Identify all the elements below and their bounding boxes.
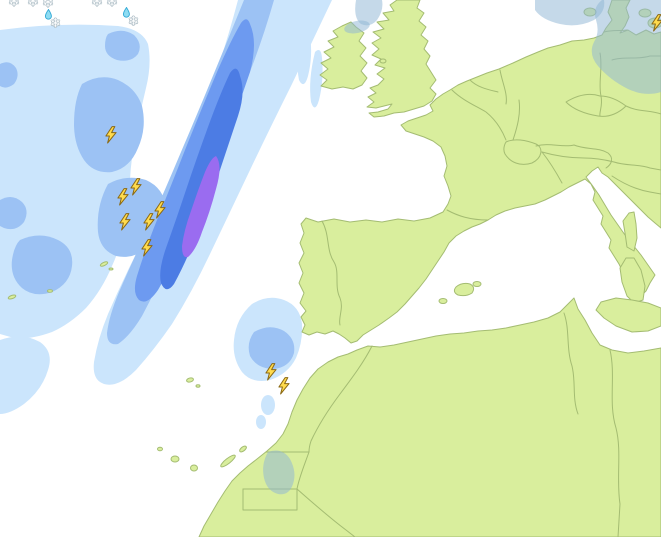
landmass-continental-europe [298, 0, 661, 344]
snowflake-icon [27, 0, 39, 10]
island-menorca [472, 281, 482, 287]
island-lanzarote [239, 445, 247, 453]
landmass-great-britain [366, 0, 437, 118]
country-borders [242, 29, 661, 537]
snowflake-icon [91, 0, 103, 10]
island-gran-canaria [190, 464, 198, 472]
island-tenerife [170, 455, 180, 463]
island-fuerteventura [220, 454, 236, 468]
precip-very-heavy-layer [160, 68, 243, 290]
island-madeira [186, 377, 194, 383]
landmass-north-africa [198, 297, 661, 537]
snowflake-icon [8, 0, 20, 10]
island-corsica [622, 211, 638, 252]
island-sicily [595, 297, 661, 333]
snowflake-icon [106, 0, 118, 10]
island-azores [7, 294, 17, 300]
precip-extreme-layer [182, 156, 220, 258]
landmass-ireland [319, 21, 368, 90]
island-la-palma [157, 446, 163, 452]
island-mallorca [453, 282, 475, 297]
snow-mix-overlay-layer [263, 0, 661, 495]
landmasses [7, 0, 661, 537]
snowflake-icon [42, 0, 54, 11]
island-ibiza [438, 298, 448, 304]
